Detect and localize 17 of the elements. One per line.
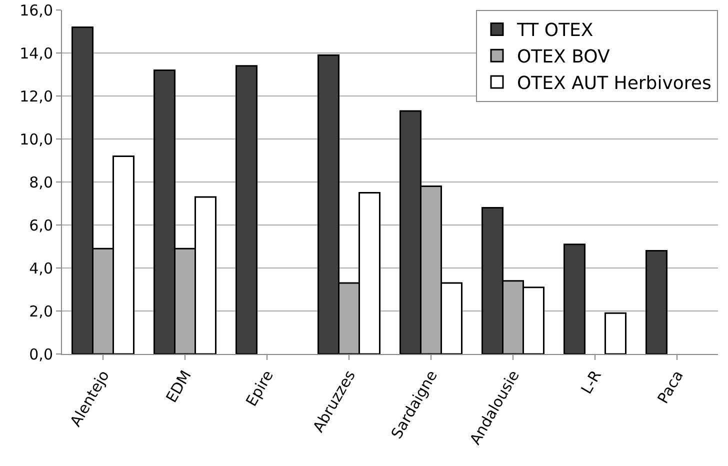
y-tick-label: 0,0 [29,345,53,364]
x-tick-label: L-R [577,367,605,397]
legend-label: OTEX AUT Herbivores [517,73,712,94]
legend-label: TT OTEX [516,20,594,42]
bar [236,65,258,354]
legend-label: OTEX BOV [517,46,610,68]
y-tick-label: 8,0 [29,173,53,192]
y-tick-label: 14,0 [20,44,53,62]
bar [646,250,668,354]
y-tick-label: 4,0 [29,259,53,278]
bar [604,312,626,354]
y-tick-label: 16,0 [20,1,53,20]
y-tick-label: 2,0 [29,302,53,320]
y-tick-label: 6,0 [29,216,53,234]
bar [564,244,586,354]
y-tick-label: 12,0 [20,87,53,106]
y-tick-label: 10,0 [20,130,53,148]
